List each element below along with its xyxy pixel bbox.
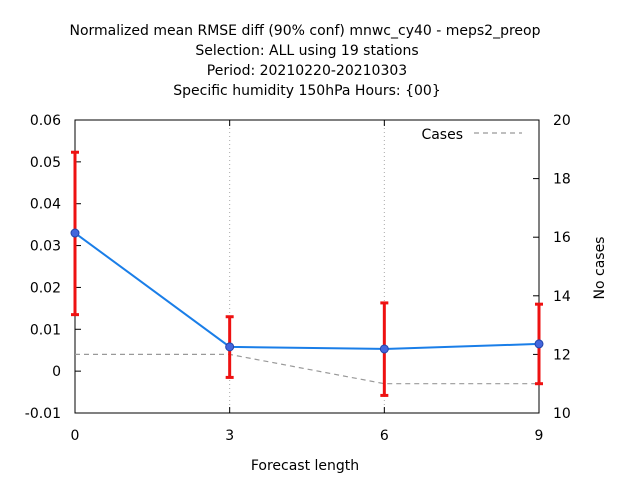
y2-axis-label: No cases [592, 237, 608, 300]
title-line-3: Period: 20210220-20210303 [207, 63, 407, 79]
chart-title: Normalized mean RMSE diff (90% conf) mnw… [69, 23, 540, 99]
grid [229, 120, 385, 413]
data-point [70, 228, 80, 238]
y-tick-label: -0.01 [25, 406, 61, 422]
x-axis-tick-labels: 0 3 6 9 [71, 428, 544, 444]
data-point [534, 339, 544, 349]
y2-tick-label: 18 [553, 172, 571, 188]
y2-axis-tick-labels: 10 12 14 16 18 20 [553, 113, 571, 422]
y-tick-label: 0.06 [30, 113, 61, 129]
rmse-diff-line [74, 232, 540, 350]
axis-ticks [74, 119, 540, 414]
x-tick-label: 3 [225, 428, 234, 444]
y-tick-label: 0.05 [30, 155, 61, 171]
y2-tick-label: 12 [553, 347, 571, 363]
y2-tick-label: 14 [553, 289, 571, 305]
cases-series [75, 353, 539, 385]
y2-tick-label: 20 [553, 113, 571, 129]
title-line-1: Normalized mean RMSE diff (90% conf) mnw… [69, 23, 540, 39]
rmse-diff-series [70, 150, 544, 397]
data-point [225, 342, 235, 352]
y-axis-tick-labels: -0.01 0 0.01 0.02 0.03 0.04 0.05 0.06 [25, 113, 61, 422]
y-tick-label: 0.03 [30, 239, 61, 255]
plot-frame [74, 119, 540, 414]
legend-label-cases: Cases [421, 127, 463, 143]
title-line-2: Selection: ALL using 19 stations [195, 43, 418, 59]
y2-tick-label: 16 [553, 230, 571, 246]
x-tick-label: 6 [380, 428, 389, 444]
x-tick-label: 0 [71, 428, 80, 444]
x-axis-label: Forecast length [251, 458, 359, 474]
y-tick-label: 0.04 [30, 197, 61, 213]
legend: Cases [421, 127, 522, 143]
x-tick-label: 9 [535, 428, 544, 444]
y2-tick-label: 10 [553, 406, 571, 422]
y-tick-label: 0 [52, 364, 61, 380]
cases-line [75, 353, 539, 385]
y-tick-label: 0.02 [30, 280, 61, 296]
data-point [379, 344, 389, 354]
y-tick-label: 0.01 [30, 322, 61, 338]
title-line-4: Specific humidity 150hPa Hours: {00} [173, 83, 440, 99]
